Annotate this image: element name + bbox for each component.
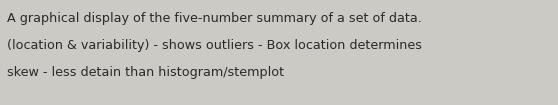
Text: A graphical display of the five-number summary of a set of data.: A graphical display of the five-number s…	[7, 12, 422, 25]
Text: skew - less detain than histogram/stemplot: skew - less detain than histogram/stempl…	[7, 66, 285, 79]
Text: (location & variability) - shows outliers - Box location determines: (location & variability) - shows outlier…	[7, 39, 422, 52]
